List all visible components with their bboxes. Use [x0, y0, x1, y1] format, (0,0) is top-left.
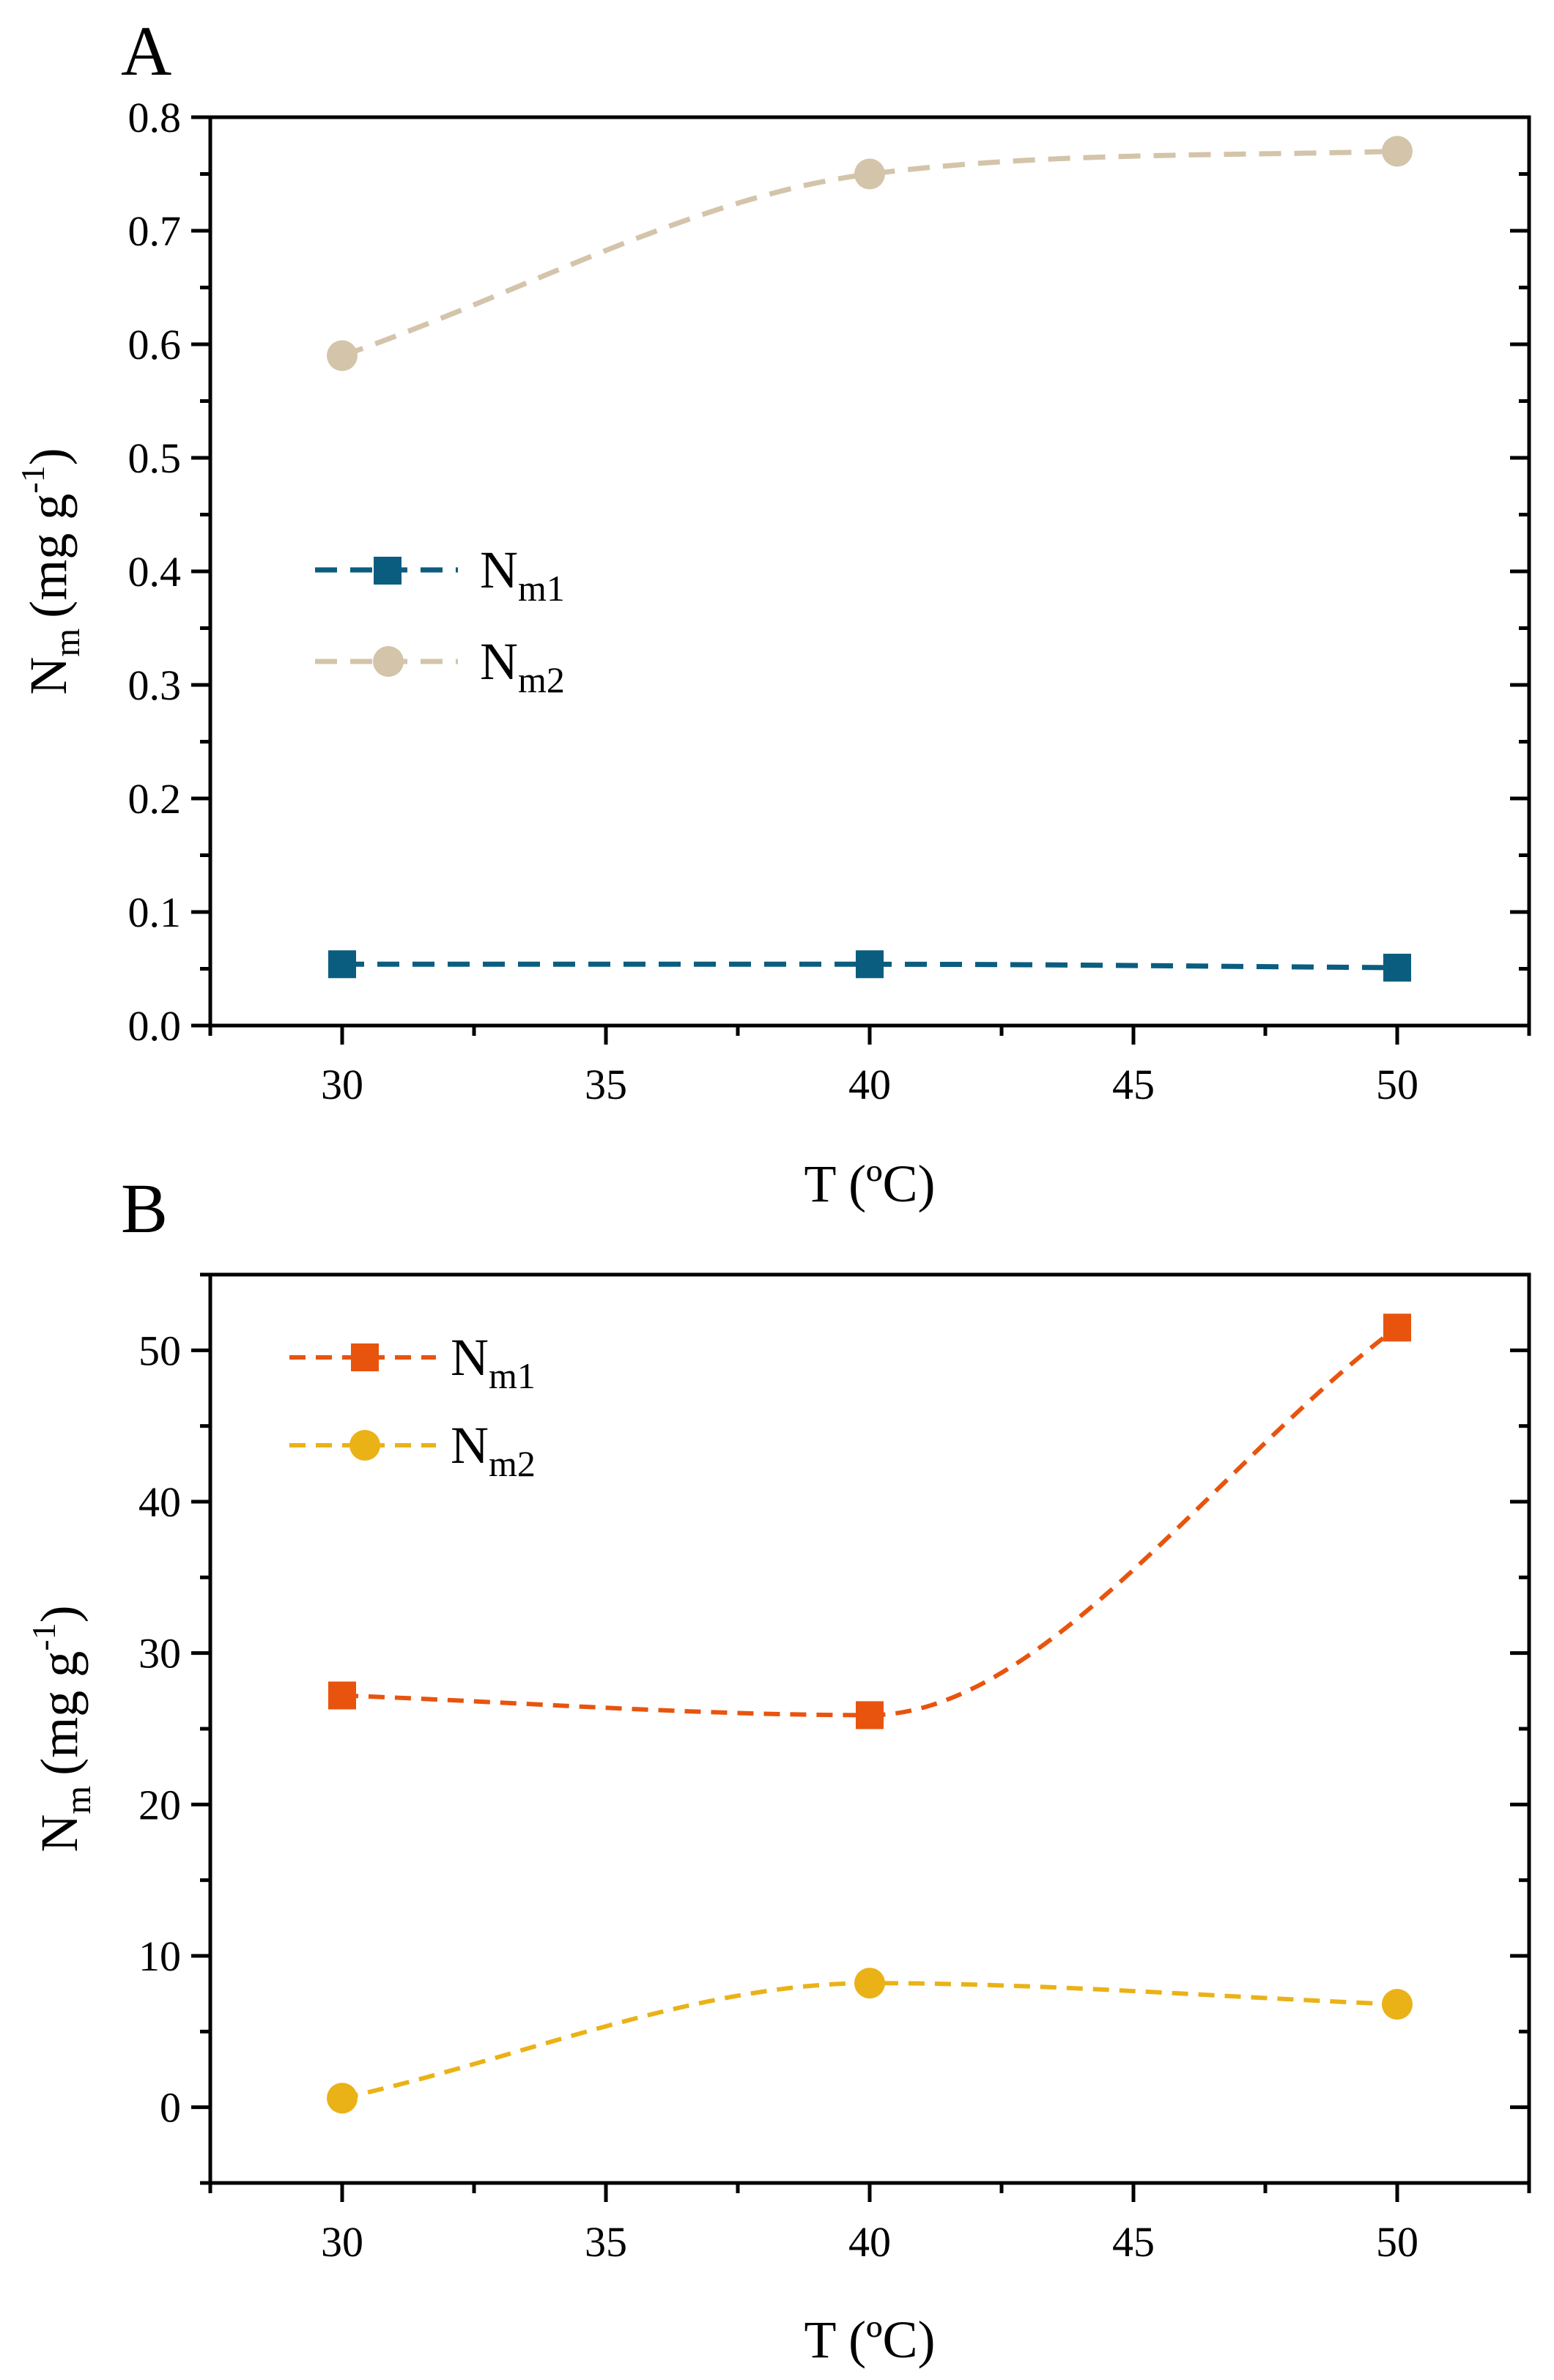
panel-b-series-nm1-point-40: Nm1 (40, 25.9) — [856, 1701, 884, 1730]
panel-b-y-tick-label: 30 — [138, 1630, 181, 1678]
panel-b-series-nm2-point-50-marker — [1382, 1989, 1413, 2020]
panel-b-series-nm2-line — [341, 1981, 1398, 2101]
panel-b-series: Nm1 (30, 27.2) Nm1 (40, 25.9) Nm1 (50, 51.… — [327, 1313, 1413, 2114]
panel-b-y-tick-label: 10 — [138, 1932, 181, 1980]
panel-a-legend-entry-nm1: Nm1 — [315, 541, 565, 609]
panel-b-y-tick-label: 20 — [138, 1781, 181, 1828]
panel-b-x-tick-label: 45 — [1112, 2218, 1155, 2266]
panel-a-x-tick-label: 45 — [1112, 1061, 1155, 1108]
panel-b-series-nm1-point-30: Nm1 (30, 27.2) — [328, 1681, 356, 1710]
panel-a-y-tick-label: 0.7 — [128, 207, 182, 255]
panel-a-series-nm2-point-50-marker — [1382, 136, 1413, 167]
panel-a-y-tick-label: 0.4 — [128, 548, 182, 596]
panel-a-series-nm1-point-50-marker — [1383, 953, 1411, 982]
panel-b-legend-marker-nm2 — [349, 1430, 380, 1461]
panel-a-x-tick-label: 35 — [585, 1061, 627, 1108]
panel-b-y-tick-label: 0 — [160, 2084, 181, 2132]
panel-b-x-tick-label: 40 — [848, 2218, 891, 2266]
panel-b-y-tick-label: 50 — [138, 1327, 181, 1374]
panel-b-x-tick-label: 50 — [1376, 2218, 1418, 2266]
panel-a-series-nm1-point-40-marker — [856, 950, 884, 979]
panel-a-series-nm2-point-40: Nm2 (40, 0.75) — [854, 158, 885, 190]
panel-a-y-tick-label: 0.1 — [128, 889, 182, 936]
panel-a: A Nm1 (30, 0.054) Nm1 (40, 0.054) Nm1 (50,… — [14, 12, 1531, 1213]
panel-a-series-nm1-point-30-marker — [328, 950, 356, 979]
panel-letter-a: A — [121, 12, 171, 90]
panel-b-x-tick-label: 35 — [585, 2218, 627, 2266]
panel-b-series-nm2-point-30: Nm2 (30, 0.6) — [327, 2083, 358, 2114]
panel-b-series-nm2-point-40-marker — [854, 1968, 885, 1999]
panel-b-series-nm2-point-30-marker — [327, 2083, 358, 2114]
panel-b-ticks: 30 35 40 45 50 0 10 20 30 40 50 — [138, 1272, 1531, 2266]
panel-a-series: Nm1 (30, 0.054) Nm1 (40, 0.054) Nm1 (50, 0… — [327, 136, 1413, 982]
panel-a-x-axis-title: T (ºC) — [804, 1154, 936, 1213]
panel-a-legend-marker-nm1 — [374, 557, 402, 585]
panel-b-legend-label-nm2: Nm2 — [451, 1416, 536, 1484]
panel-b-series-nm1-point-30-marker — [328, 1681, 356, 1710]
panel-a-legend-label-nm2: Nm2 — [480, 632, 565, 700]
panel-a-series-nm1-point-50: Nm1 (50, 0.051) — [1383, 953, 1411, 982]
panel-b-series-nm2-point-50: Nm2 (50, 6.8) — [1382, 1989, 1413, 2020]
panel-b-y-axis-title: Nm(mg g-1) — [25, 1605, 98, 1852]
panel-a-y-tick-label: 0.5 — [128, 434, 182, 482]
panel-b: B Nm1 (30, 27.2) Nm1 (40, 25.9) Nm1 (50, 5… — [25, 1169, 1531, 2369]
panel-a-series-nm1-point-30: Nm1 (30, 0.054) — [328, 950, 356, 979]
panel-b-series-nm1-point-50-marker — [1383, 1313, 1411, 1342]
panel-b-legend-entry-nm1: Nm1 — [289, 1328, 536, 1396]
panel-a-y-tick-label: 0.6 — [128, 321, 182, 368]
panel-a-y-tick-label: 0.0 — [128, 1002, 182, 1050]
panel-a-series-nm2-point-30-marker — [327, 340, 358, 371]
panel-letter-b: B — [121, 1169, 168, 1248]
panel-a-x-tick-label: 30 — [321, 1061, 363, 1108]
panel-a-y-tick-label: 0.3 — [128, 661, 182, 709]
panel-b-x-tick-label: 30 — [321, 2218, 363, 2266]
panel-a-legend: Nm1 Nm2 — [315, 541, 565, 700]
panel-a-y-tick-label: 0.8 — [128, 94, 182, 141]
panel-a-x-tick-label: 50 — [1376, 1061, 1418, 1108]
panel-a-y-axis-title: Nm(mg g-1) — [14, 448, 87, 694]
panel-a-series-nm1-point-40: Nm1 (40, 0.054) — [856, 950, 884, 979]
panel-a-series-nm2-point-50: Nm2 (50, 0.77) — [1382, 136, 1413, 167]
panel-b-legend-entry-nm2: Nm2 — [289, 1416, 536, 1484]
panel-b-x-axis-title: T (ºC) — [804, 2310, 936, 2369]
panel-a-legend-label-nm1: Nm1 — [480, 541, 565, 609]
panel-a-legend-marker-nm2 — [373, 646, 404, 677]
panel-b-y-tick-label: 40 — [138, 1478, 181, 1526]
panel-b-series-nm1-point-40-marker — [856, 1701, 884, 1730]
panel-a-legend-entry-nm2: Nm2 — [315, 632, 565, 700]
panel-a-series-nm2-point-30: Nm2 (30, 0.59) — [327, 340, 358, 371]
panel-a-series-nm2-point-40-marker — [854, 158, 885, 190]
panel-a-y-tick-label: 0.2 — [128, 775, 182, 823]
panel-a-x-tick-label: 40 — [848, 1061, 891, 1108]
panel-b-series-nm1-point-50: Nm1 (50, 51.5) — [1383, 1313, 1411, 1342]
panel-b-legend-label-nm1: Nm1 — [451, 1328, 536, 1396]
panel-a-ticks: 30 35 40 45 50 0.0 0.1 0.2 0.3 0.4 0.5 0.6 0.7 0.8 — [128, 94, 1531, 1108]
panel-b-series-nm2-point-40: Nm2 (40, 8.2) — [854, 1968, 885, 1999]
panel-b-legend-marker-nm1 — [351, 1343, 379, 1371]
panel-b-legend: Nm1 Nm2 — [289, 1328, 536, 1484]
panel-a-plot-frame — [208, 115, 1531, 1028]
panel-a-series-nm2-line — [341, 149, 1398, 358]
panel-b-series-nm1-line — [341, 1325, 1399, 1718]
